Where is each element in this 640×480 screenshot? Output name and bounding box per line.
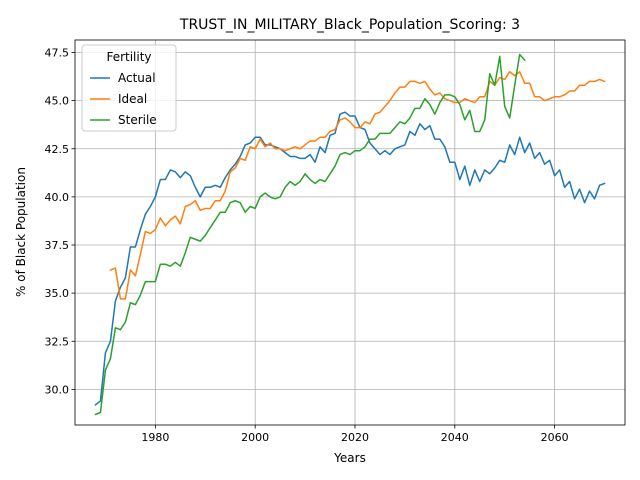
x-tick-label: 2000 [241, 431, 269, 444]
chart-title: TRUST_IN_MILITARY_Black_Population_Scori… [179, 17, 520, 33]
legend-label-sterile: Sterile [118, 113, 157, 127]
x-tick-label: 2040 [441, 431, 469, 444]
legend-label-actual: Actual [118, 71, 156, 85]
y-tick-label: 45.0 [45, 95, 70, 108]
legend-title: Fertility [106, 50, 151, 64]
y-axis-label: % of Black Population [14, 167, 28, 297]
x-tick-label: 1980 [141, 431, 169, 444]
y-tick-label: 37.5 [45, 239, 70, 252]
y-tick-label: 42.5 [45, 143, 70, 156]
legend: Fertility Actual Ideal Sterile [82, 45, 176, 131]
y-tick-label: 32.5 [45, 335, 70, 348]
y-tick-label: 47.5 [45, 47, 70, 60]
x-tick-label: 2020 [341, 431, 369, 444]
legend-label-ideal: Ideal [118, 92, 147, 106]
y-tick-label: 30.0 [45, 383, 70, 396]
x-tick-label: 2060 [541, 431, 569, 444]
y-tick-label: 40.0 [45, 191, 70, 204]
x-axis-label: Years [333, 451, 366, 465]
y-tick-label: 35.0 [45, 287, 70, 300]
